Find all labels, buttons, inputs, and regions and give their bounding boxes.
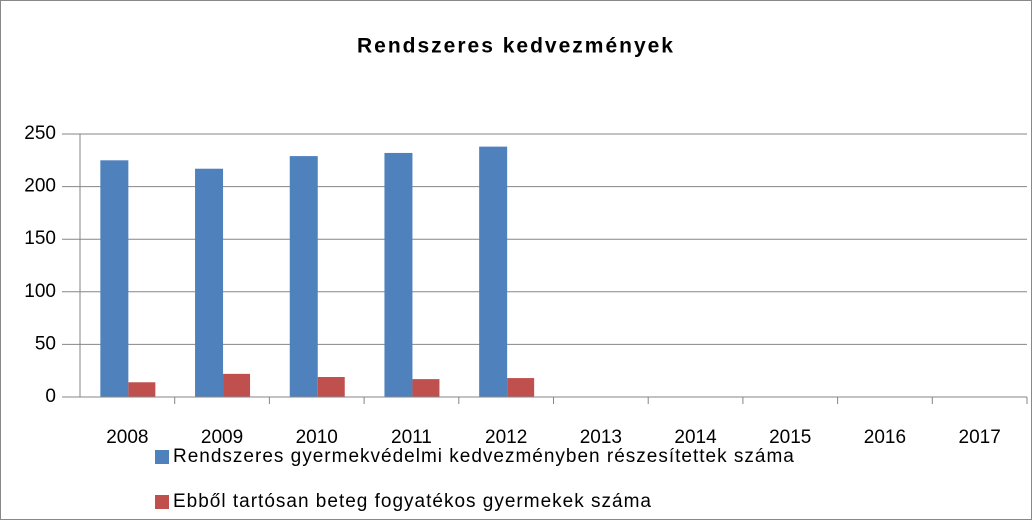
x-tick-label: 2009	[201, 427, 243, 448]
bar	[195, 168, 224, 397]
x-tick-label: 2013	[580, 427, 622, 448]
bar	[507, 378, 535, 397]
chart-title: Rendszeres kedvezmények	[357, 35, 675, 58]
x-tick-label: 2010	[296, 427, 338, 448]
x-tick-label: 2012	[485, 427, 527, 448]
bar	[317, 377, 345, 397]
x-tick-label: 2008	[106, 427, 148, 448]
legend-swatch	[155, 495, 169, 509]
y-tick-label: 200	[24, 176, 56, 197]
legend-label: Rendszeres gyermekvédelmi kedvezményben …	[173, 446, 795, 467]
bar	[384, 152, 413, 397]
bar	[128, 382, 156, 397]
legend-swatch	[155, 450, 169, 464]
bar	[100, 160, 129, 397]
y-tick-label: 150	[24, 228, 56, 249]
legend-label: Ebből tartósan beteg fogyatékos gyermeke…	[173, 491, 652, 512]
x-tick-label: 2014	[674, 427, 717, 448]
y-tick-label: 0	[45, 386, 56, 407]
bar	[479, 146, 508, 397]
bar	[289, 156, 318, 397]
x-tick-label: 2017	[959, 427, 1001, 448]
bar	[223, 373, 251, 397]
x-tick-label: 2016	[864, 427, 906, 448]
y-tick-label: 250	[24, 123, 56, 144]
x-tick-label: 2015	[769, 427, 811, 448]
y-tick-label: 100	[24, 281, 56, 302]
y-tick-label: 50	[35, 333, 56, 354]
bar	[412, 379, 440, 397]
x-tick-label: 2011	[391, 427, 432, 448]
